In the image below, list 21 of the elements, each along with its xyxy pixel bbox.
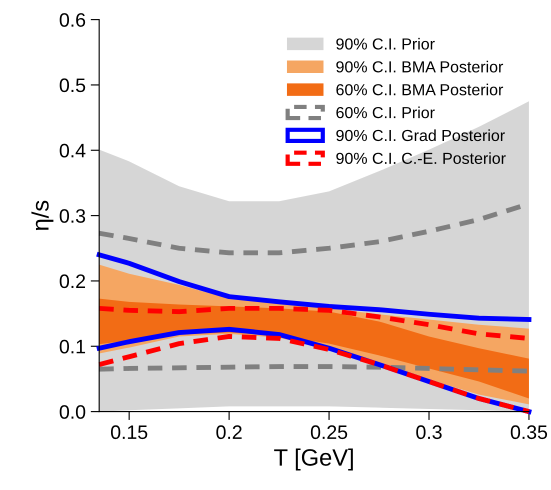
line-series <box>96 252 532 322</box>
x-tick-label: 0.2 <box>216 425 242 440</box>
y-axis-title: η/s <box>31 200 54 230</box>
x-tick-label: 0.15 <box>111 425 148 440</box>
legend-label: 90% C.I. C.-E. Posterior <box>336 152 506 164</box>
y-tick-label: 0.5 <box>60 78 86 92</box>
y-tick-label: 0.1 <box>60 340 86 354</box>
y-tick-label: 0.6 <box>60 13 86 27</box>
x-tick-label: 0.25 <box>310 425 348 440</box>
y-tick-label: 0.3 <box>60 209 86 223</box>
legend-label: 90% C.I. Prior <box>336 38 435 50</box>
y-tick-label: 0.4 <box>60 144 86 158</box>
x-axis-title: T [GeV] <box>274 448 353 470</box>
legend-label: 90% C.I. Grad Posterior <box>336 129 505 142</box>
legend-label: 60% C.I. Prior <box>336 106 435 118</box>
y-tick-label: 0.2 <box>60 274 86 288</box>
legend-label: 90% C.I. BMA Posterior <box>336 60 504 72</box>
x-tick-label: 0.35 <box>510 425 548 440</box>
x-tick-label: 0.3 <box>416 425 442 440</box>
legend-label: 60% C.I. BMA Posterior <box>336 84 504 96</box>
y-tick-label: 0.0 <box>60 405 86 419</box>
